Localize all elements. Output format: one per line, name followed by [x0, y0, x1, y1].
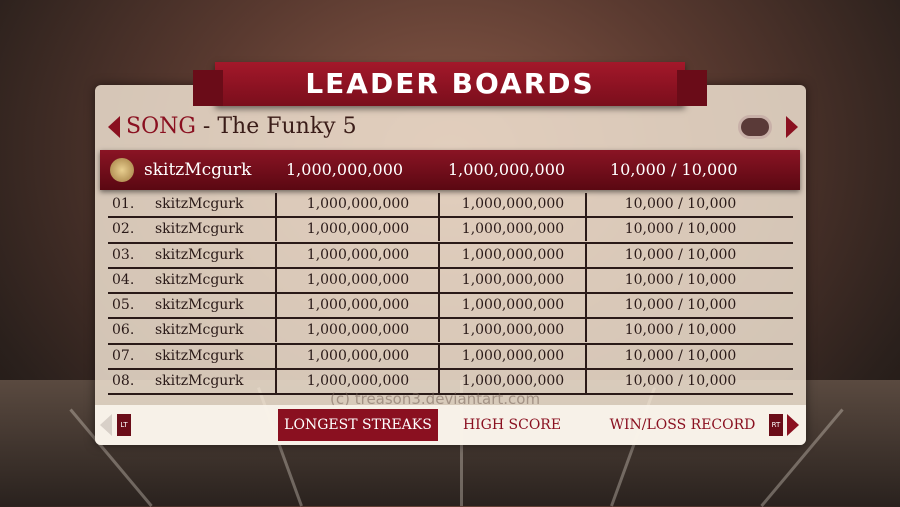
table-row[interactable]: 03. skitzMcgurk 1,000,000,000 1,000,000,… — [108, 243, 793, 269]
left-arrow-icon[interactable] — [100, 414, 112, 436]
song-selector: SONG - The Funky 5 — [108, 112, 798, 142]
divider — [275, 319, 277, 343]
player-col2: 1,000,000,000 — [448, 160, 566, 179]
col1: 1,000,000,000 — [306, 322, 410, 339]
col2: 1,000,000,000 — [461, 221, 565, 238]
name: skitzMcgurk — [155, 373, 244, 390]
col2: 1,000,000,000 — [461, 246, 565, 263]
watermark: (c) treason3.deviantart.com — [330, 390, 541, 408]
divider — [275, 294, 277, 318]
next-song-arrow-icon[interactable] — [786, 116, 798, 138]
rank: 02. — [112, 221, 135, 238]
col3: 10,000 / 10,000 — [624, 196, 737, 212]
player-col3: 10,000 / 10,000 — [610, 160, 738, 179]
col2: 1,000,000,000 — [461, 322, 565, 339]
name: skitzMcgurk — [155, 322, 244, 339]
disc-icon — [738, 115, 772, 139]
col3: 10,000 / 10,000 — [624, 347, 737, 364]
col1: 1,000,000,000 — [306, 246, 410, 263]
col1: 1,000,000,000 — [306, 196, 410, 212]
col1: 1,000,000,000 — [306, 221, 410, 238]
player-col1: 1,000,000,000 — [286, 160, 404, 179]
table-row[interactable]: 04. skitzMcgurk 1,000,000,000 1,000,000,… — [108, 268, 793, 295]
rank: 01. — [112, 196, 135, 212]
tab-high-score[interactable]: HIGH SCORE — [462, 417, 562, 433]
rank: 06. — [112, 322, 135, 339]
name: skitzMcgurk — [155, 297, 244, 314]
col2: 1,000,000,000 — [461, 196, 565, 212]
table-row[interactable]: 06. skitzMcgurk 1,000,000,000 1,000,000,… — [108, 319, 793, 345]
col3: 10,000 / 10,000 — [624, 246, 737, 263]
divider — [275, 243, 277, 267]
divider — [585, 243, 587, 267]
divider — [275, 268, 277, 292]
divider — [438, 370, 440, 394]
lt-button[interactable]: LT — [117, 414, 131, 436]
divider — [585, 370, 587, 394]
col1: 1,000,000,000 — [306, 373, 410, 390]
rank: 08. — [112, 373, 135, 390]
col3: 10,000 / 10,000 — [624, 373, 737, 390]
divider — [585, 268, 587, 292]
rank: 05. — [112, 297, 135, 314]
name: skitzMcgurk — [155, 347, 244, 364]
col3: 10,000 / 10,000 — [624, 271, 737, 288]
page-title: LEADER BOARDS — [193, 62, 707, 106]
rank: 07. — [112, 347, 135, 364]
col1: 1,000,000,000 — [306, 271, 410, 288]
col3: 10,000 / 10,000 — [624, 221, 737, 238]
name: skitzMcgurk — [155, 246, 244, 263]
divider — [438, 319, 440, 343]
divider — [275, 344, 277, 368]
player-name: skitzMcgurk — [144, 160, 252, 180]
leaderboard-panel — [95, 85, 806, 445]
rank: 04. — [112, 271, 135, 288]
divider — [438, 218, 440, 242]
rt-button[interactable]: RT — [769, 414, 783, 436]
prev-song-arrow-icon[interactable] — [108, 116, 120, 138]
col3: 10,000 / 10,000 — [624, 297, 737, 314]
divider — [585, 294, 587, 318]
tab-longest-streaks[interactable]: LONGEST STREAKS — [278, 409, 438, 441]
divider — [275, 370, 277, 394]
name: skitzMcgurk — [155, 221, 244, 238]
col2: 1,000,000,000 — [461, 347, 565, 364]
song-title: SONG - The Funky 5 — [126, 114, 357, 139]
tab-bar: LT LONGEST STREAKS HIGH SCORE WIN/LOSS R… — [95, 405, 806, 445]
name: skitzMcgurk — [155, 196, 244, 212]
medal-icon — [110, 158, 134, 182]
col1: 1,000,000,000 — [306, 297, 410, 314]
right-arrow-icon[interactable] — [787, 414, 799, 436]
col3: 10,000 / 10,000 — [624, 322, 737, 339]
divider — [585, 344, 587, 368]
col1: 1,000,000,000 — [306, 347, 410, 364]
table-row[interactable]: 02. skitzMcgurk 1,000,000,000 1,000,000,… — [108, 218, 793, 244]
divider — [275, 193, 277, 216]
name: skitzMcgurk — [155, 271, 244, 288]
table-row[interactable]: 08. skitzMcgurk 1,000,000,000 1,000,000,… — [108, 370, 793, 396]
divider — [438, 193, 440, 216]
player-highlight-row: skitzMcgurk 1,000,000,000 1,000,000,000 … — [100, 150, 800, 190]
table-row[interactable]: 05. skitzMcgurk 1,000,000,000 1,000,000,… — [108, 294, 793, 320]
divider — [438, 294, 440, 318]
divider — [438, 344, 440, 368]
divider — [585, 193, 587, 216]
table-row[interactable]: 01. skitzMcgurk 1,000,000,000 1,000,000,… — [108, 193, 793, 219]
tab-win-loss-record[interactable]: WIN/LOSS RECORD — [609, 417, 756, 433]
divider — [585, 218, 587, 242]
col2: 1,000,000,000 — [461, 373, 565, 390]
rank: 03. — [112, 246, 135, 263]
divider — [438, 243, 440, 267]
divider — [275, 218, 277, 242]
col2: 1,000,000,000 — [461, 297, 565, 314]
divider — [585, 319, 587, 343]
leaderboard-table: 01. skitzMcgurk 1,000,000,000 1,000,000,… — [108, 193, 793, 396]
col2: 1,000,000,000 — [461, 271, 565, 288]
table-row[interactable]: 07. skitzMcgurk 1,000,000,000 1,000,000,… — [108, 344, 793, 371]
divider — [438, 268, 440, 292]
